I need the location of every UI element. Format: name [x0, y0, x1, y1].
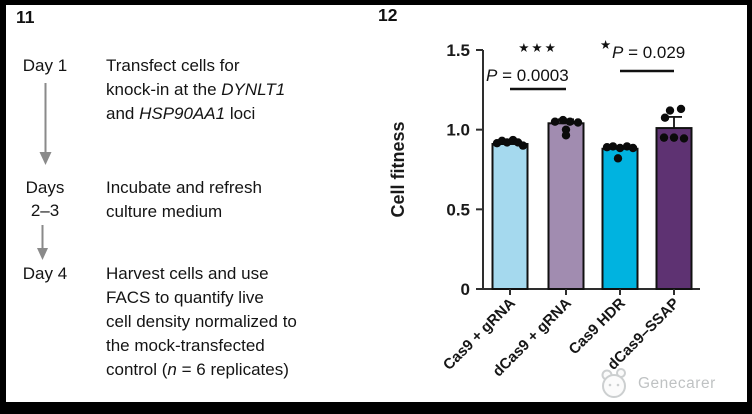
- step-day-label: Days 2–3: [25, 178, 65, 220]
- arrow-down-icon: [39, 83, 52, 165]
- timeline-arrows: [37, 83, 52, 260]
- data-point: [660, 113, 670, 122]
- significance-stars: ★★★: [518, 40, 558, 55]
- data-point: [550, 117, 560, 126]
- step-day-label: Day 4: [22, 264, 68, 283]
- data-point: [613, 154, 623, 163]
- bar-1: [491, 143, 529, 290]
- step-description: Incubate and refresh culture medium: [106, 178, 262, 221]
- y-tick-label: 1.0: [446, 121, 470, 140]
- y-tick-label: 0: [461, 280, 470, 299]
- watermark-text: Genecarer: [638, 375, 716, 392]
- watermark: Genecarer: [596, 365, 716, 403]
- step-day-label: Day 1: [22, 56, 68, 75]
- y-tick-label: 1.5: [446, 41, 470, 60]
- watermark-logo-icon: [601, 368, 626, 398]
- figure-content: 11 12 Day 1 Transfect cells for knock-in …: [6, 5, 747, 402]
- data-point: [669, 133, 679, 142]
- bar-3: [601, 147, 639, 290]
- data-point: [628, 143, 638, 153]
- data-point: [659, 133, 669, 142]
- step-description: Harvest cells and use FACS to quantify li…: [106, 264, 297, 379]
- data-point: [518, 141, 528, 150]
- data-point: [608, 142, 618, 151]
- data-point: [665, 106, 675, 115]
- panel-11-label: 11: [16, 7, 35, 27]
- bar-4: [655, 127, 693, 290]
- arrow-down-icon: [37, 225, 48, 260]
- data-point: [573, 118, 583, 127]
- y-tick-label: 0.5: [446, 200, 470, 219]
- p-value-label: P = 0.0003: [486, 66, 569, 85]
- panel-12-label: 12: [378, 5, 398, 25]
- y-axis-title: Cell fitness: [388, 121, 408, 217]
- data-point: [558, 115, 568, 125]
- data-point: [615, 143, 625, 153]
- bar-2: [547, 122, 585, 290]
- step-description: Transfect cells for knock-in at the DYNLT…: [106, 56, 286, 123]
- significance-stars: ★: [600, 37, 613, 52]
- data-point: [676, 104, 686, 114]
- p-value-label: P = 0.029: [612, 43, 685, 62]
- data-point: [679, 134, 689, 143]
- data-point: [561, 131, 571, 140]
- data-point: [565, 117, 575, 126]
